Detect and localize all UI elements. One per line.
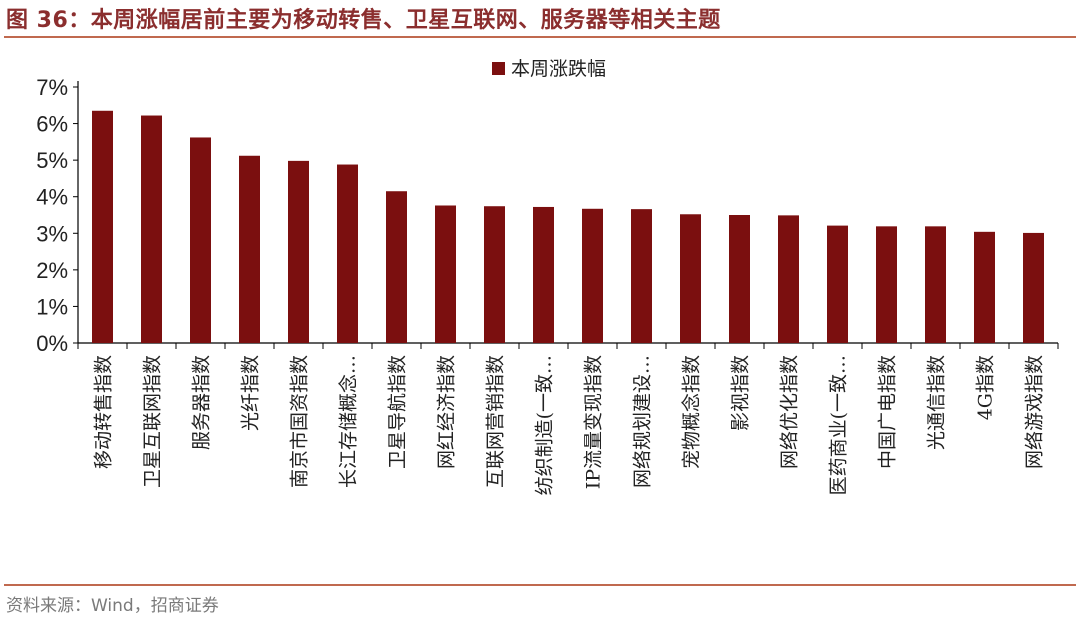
x-tick-label: 4G指数 [975,355,997,420]
x-tick-label: 纺织制造(一致… [534,355,556,495]
y-tick-label: 7% [36,75,68,100]
bar-chart: 0% 1% 2% 3% 4% 5% 6% 7% 移动转售指数 卫星互联网指数 服务器指数 光纤指数 南京… [36,58,1059,495]
x-tick-label: 宠物概念指数 [680,355,703,469]
y-tick-label: 2% [36,258,68,283]
y-tick-label: 1% [36,294,68,319]
bar [288,160,309,343]
figure-title: 图 36：本周涨幅居前主要为移动转售、卫星互联网、服务器等相关主题 [6,8,721,33]
bar [925,226,946,343]
bar [1023,232,1044,343]
x-tick-label: 影视指数 [730,355,752,431]
bar [337,164,358,343]
bar [484,206,505,343]
bar [92,110,113,344]
bar [680,214,701,343]
bar [778,215,799,343]
bar [533,206,554,343]
bar [729,215,750,343]
y-tick-label: 0% [36,331,68,356]
x-tick-label: 医药商业(一致… [828,355,850,495]
x-tick-label: 中国广电指数 [877,355,899,469]
x-tick-label: 光通信指数 [926,355,948,450]
y-tick-label: 5% [36,148,68,173]
bar [631,209,652,343]
x-tick-label: IP流量变现指数 [583,355,605,489]
bar [827,225,848,343]
x-tick-label: 移动转售指数 [93,355,115,469]
x-tick-label: 光纤指数 [240,355,262,431]
bar [386,191,407,343]
bar [190,137,211,343]
y-tick-label: 6% [36,112,68,137]
bar [876,226,897,343]
x-tick-label: 网络规划建设… [632,355,654,488]
x-tick-label: 卫星导航指数 [387,355,409,469]
legend-swatch [492,62,505,75]
legend-label: 本周涨跌幅 [511,58,606,80]
x-tick-label: 网红经济指数 [436,355,458,469]
y-tick-label: 4% [36,185,68,210]
bar [974,231,995,343]
x-tick-label: 南京市国资指数 [289,355,311,488]
bar [239,155,260,343]
x-tick-label: 长江存储概念… [337,355,360,488]
bar [582,208,603,343]
x-tick-label: 服务器指数 [191,355,213,450]
title-divider [4,36,1076,38]
bar [141,115,162,343]
x-tick-label: 网络游戏指数 [1024,355,1046,469]
y-tick-label: 3% [36,221,68,246]
bar [435,205,456,343]
x-tick-label: 互联网营销指数 [485,355,507,488]
source-note: 资料来源：Wind，招商证券 [6,596,219,616]
x-tick-label: 卫星互联网指数 [142,355,164,488]
source-divider [4,584,1076,586]
x-tick-label: 网络优化指数 [779,355,801,469]
